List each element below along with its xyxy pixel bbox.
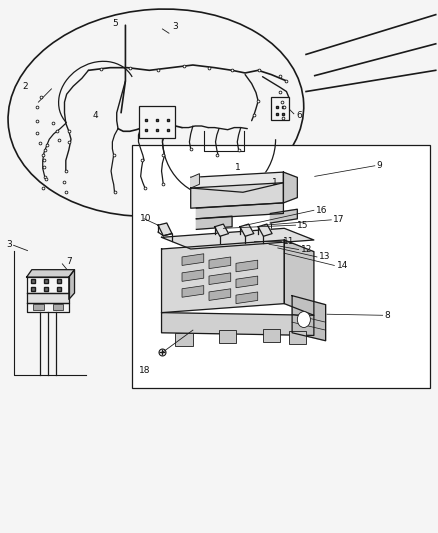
Polygon shape (240, 224, 254, 236)
Polygon shape (182, 254, 204, 265)
Text: 14: 14 (336, 261, 348, 270)
Polygon shape (191, 174, 199, 188)
Bar (53, 304, 63, 310)
Text: 15: 15 (297, 221, 309, 230)
Text: 18: 18 (139, 366, 151, 375)
Ellipse shape (8, 9, 304, 216)
Text: 11: 11 (283, 237, 295, 246)
Text: 6: 6 (297, 111, 302, 120)
Polygon shape (236, 292, 258, 304)
Polygon shape (236, 276, 258, 288)
Bar (289, 331, 306, 344)
Text: 3: 3 (6, 240, 12, 249)
Polygon shape (196, 203, 283, 219)
Polygon shape (191, 172, 283, 192)
Polygon shape (182, 286, 204, 297)
Bar (219, 330, 237, 343)
Text: 13: 13 (319, 253, 331, 262)
Text: 8: 8 (385, 311, 390, 320)
Polygon shape (258, 224, 272, 236)
Bar (262, 329, 280, 342)
Polygon shape (182, 270, 204, 281)
Circle shape (297, 312, 311, 327)
Polygon shape (209, 289, 231, 301)
Text: 12: 12 (301, 245, 312, 254)
Text: 10: 10 (140, 214, 151, 223)
Text: 1: 1 (235, 163, 240, 172)
Polygon shape (158, 223, 172, 236)
Polygon shape (236, 260, 258, 272)
Polygon shape (270, 209, 297, 223)
Text: 4: 4 (92, 111, 98, 120)
Text: 9: 9 (377, 161, 382, 170)
Polygon shape (292, 296, 325, 341)
Polygon shape (27, 293, 69, 303)
Text: 7: 7 (66, 257, 71, 265)
Polygon shape (162, 313, 314, 335)
Text: 2: 2 (23, 82, 28, 91)
Text: 17: 17 (333, 215, 345, 224)
Polygon shape (283, 172, 297, 203)
Text: 3: 3 (172, 22, 178, 31)
Text: 16: 16 (316, 206, 327, 215)
Polygon shape (215, 224, 229, 236)
Text: 1: 1 (272, 178, 278, 187)
FancyBboxPatch shape (271, 97, 289, 120)
Polygon shape (27, 270, 74, 277)
Polygon shape (27, 303, 69, 312)
Polygon shape (162, 240, 284, 313)
Text: 5: 5 (112, 19, 118, 28)
FancyBboxPatch shape (139, 107, 176, 138)
Polygon shape (209, 257, 231, 269)
Polygon shape (209, 273, 231, 285)
Polygon shape (196, 216, 232, 229)
Polygon shape (284, 240, 314, 316)
Bar (176, 333, 193, 346)
Bar (33, 304, 44, 310)
Polygon shape (69, 270, 74, 300)
Bar (132, 144, 430, 389)
Polygon shape (162, 228, 314, 249)
Polygon shape (27, 277, 69, 293)
Polygon shape (191, 183, 283, 208)
